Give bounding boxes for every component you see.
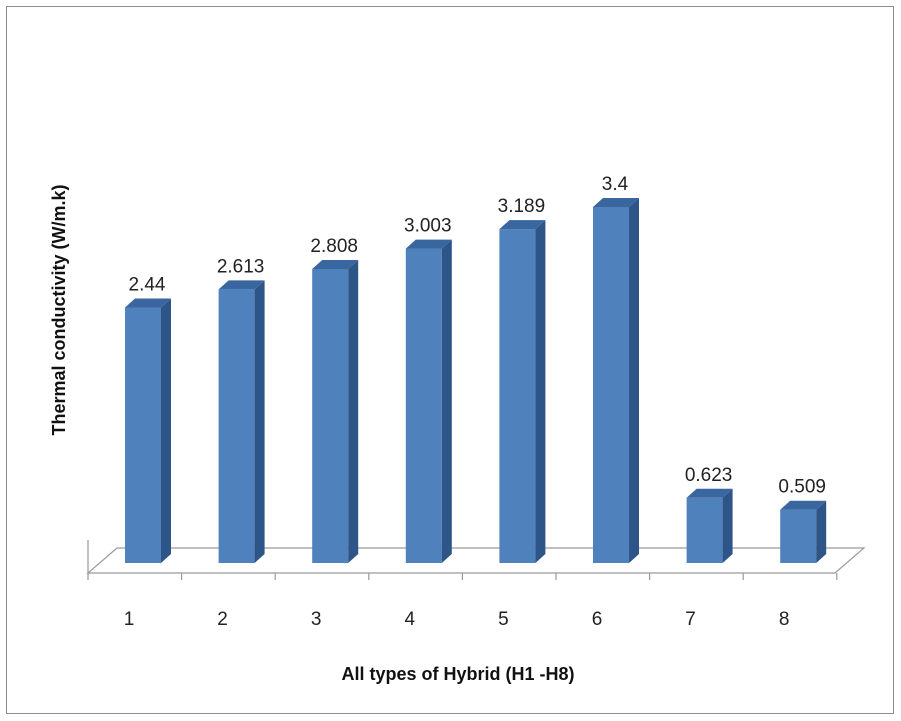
bar-side-5 — [535, 220, 546, 563]
chart-floor — [86, 547, 866, 574]
x-tick-label-2: 2 — [217, 609, 228, 630]
x-tick-label-1: 1 — [124, 609, 135, 630]
bar-side-2 — [254, 280, 265, 563]
x-tick-label-5: 5 — [498, 609, 509, 630]
bar-side-4 — [441, 239, 452, 563]
y-axis-title: Thermal conductivity (W/m.k) — [49, 184, 69, 435]
bar-side-8 — [816, 500, 827, 563]
bar-top-7 — [686, 488, 733, 498]
data-label-3: 2.808 — [310, 236, 358, 257]
bar-side-1 — [161, 298, 171, 563]
bar-side-3 — [348, 259, 359, 563]
data-label-8: 0.509 — [778, 477, 826, 498]
x-tick-label-4: 4 — [405, 609, 416, 630]
x-axis-title: All types of Hybrid (H1 -H8) — [341, 664, 574, 684]
x-tick-label-8: 8 — [779, 609, 790, 630]
bar-1 — [125, 307, 161, 563]
bar-3 — [312, 268, 349, 563]
data-label-4: 3.003 — [404, 216, 452, 237]
bar-top-1 — [125, 298, 171, 308]
bar-top-6 — [593, 198, 639, 207]
bar-8 — [780, 509, 817, 563]
bar-top-4 — [405, 239, 452, 249]
bar-5 — [499, 229, 536, 563]
bar-top-2 — [218, 280, 265, 290]
x-tick-label-3: 3 — [311, 609, 322, 630]
bar-6 — [593, 207, 629, 563]
x-tick-label-6: 6 — [592, 609, 603, 630]
data-label-6: 3.4 — [602, 174, 629, 195]
bar-7 — [686, 497, 723, 563]
data-label-5: 3.189 — [498, 196, 546, 217]
bar-top-5 — [499, 220, 546, 230]
bar-top-3 — [312, 259, 359, 269]
bar-side-7 — [722, 488, 733, 563]
bar-4 — [405, 248, 442, 563]
bar-side-6 — [629, 198, 639, 563]
data-label-7: 0.623 — [685, 465, 733, 486]
data-label-2: 2.613 — [217, 256, 265, 277]
bar-top-8 — [780, 500, 827, 510]
x-tick-label-7: 7 — [685, 609, 696, 630]
data-label-1: 2.44 — [129, 275, 166, 296]
bar-2 — [218, 289, 255, 563]
